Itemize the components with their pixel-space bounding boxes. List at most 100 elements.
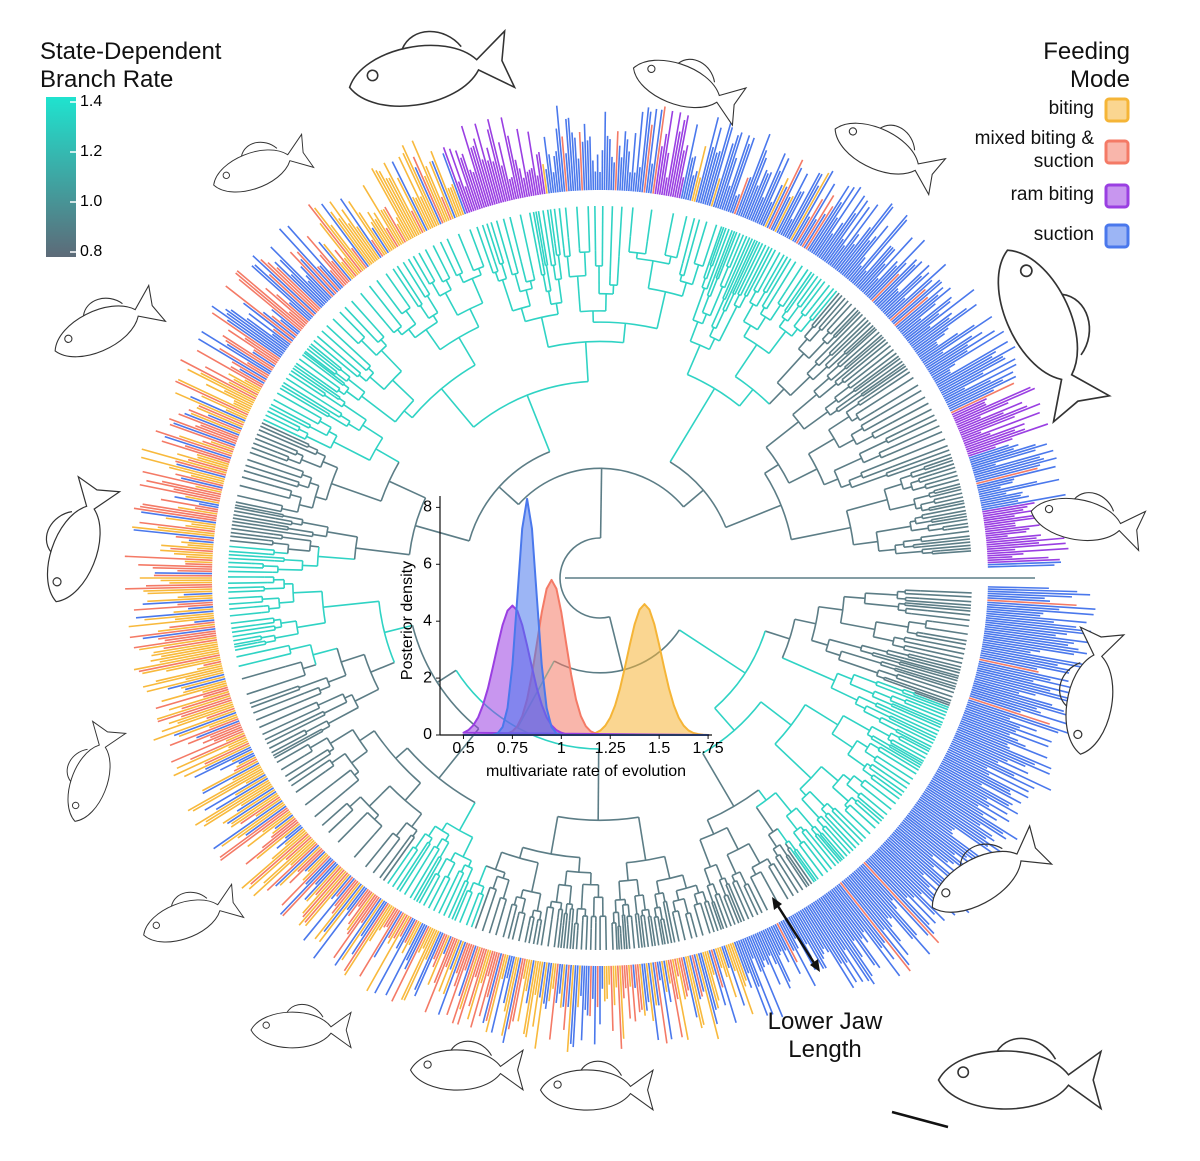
- tree-branch: [903, 640, 922, 646]
- trait-bar: [169, 621, 215, 629]
- tree-branch: [899, 474, 912, 480]
- trait-bar: [248, 834, 311, 890]
- tree-branch: [834, 333, 840, 338]
- trait-bar: [525, 959, 533, 992]
- tree-branch: [545, 265, 552, 291]
- tree-arc: [408, 497, 427, 555]
- tree-branch: [301, 419, 311, 426]
- fish-fin: [959, 843, 1003, 866]
- tree-branch: [626, 916, 629, 925]
- tree-branch: [859, 440, 888, 455]
- trait-bar: [661, 960, 668, 993]
- tree-branch: [658, 927, 664, 945]
- trait-bar: [276, 826, 303, 850]
- tree-arc: [551, 900, 562, 904]
- trait-bar: [398, 156, 434, 229]
- tree-branch: [291, 685, 299, 690]
- tree-branch: [850, 427, 864, 436]
- trait-bar: [133, 652, 220, 671]
- trait-bar: [752, 197, 765, 222]
- tree-branch: [926, 619, 933, 623]
- trait-bar: [548, 963, 555, 1002]
- tree-branch: [642, 894, 646, 911]
- tree-branch: [501, 279, 514, 312]
- tree-branch: [528, 926, 534, 944]
- tree-branch: [909, 520, 916, 523]
- trait-bar: [965, 707, 1021, 729]
- tree-branch: [536, 925, 542, 945]
- tree-branch: [905, 589, 921, 592]
- trait-bar: [877, 287, 899, 309]
- tree-branch: [854, 341, 889, 370]
- trait-bar: [589, 136, 592, 191]
- trait-bar: [578, 131, 584, 191]
- tree-branch: [738, 389, 754, 407]
- trait-bar: [762, 929, 791, 989]
- trait-bar: [967, 438, 1013, 455]
- trait-bar: [987, 547, 1069, 555]
- tree-branch: [886, 652, 905, 660]
- tree-branch: [803, 411, 829, 430]
- tree-branch: [829, 409, 838, 416]
- legend-title: Feeding Mode: [1043, 38, 1130, 93]
- tree-branch: [702, 752, 735, 807]
- tree-branch: [564, 871, 568, 886]
- trait-bar: [818, 222, 844, 259]
- trait-bar: [343, 902, 390, 972]
- tree-branch: [643, 915, 646, 921]
- trait-bar: [147, 597, 213, 603]
- trait-bar: [671, 958, 689, 1040]
- tree-branch: [713, 230, 733, 279]
- tree-branch: [768, 388, 785, 405]
- tree-branch: [567, 237, 571, 257]
- trait-bar: [962, 715, 1010, 736]
- trait-bar: [152, 566, 213, 570]
- trait-bar: [334, 897, 382, 966]
- tree-branch: [469, 229, 483, 261]
- tree-branch: [898, 738, 910, 746]
- trait-bar: [583, 123, 588, 191]
- tree-branch: [729, 888, 745, 922]
- trait-bar: [501, 954, 509, 980]
- trait-bar: [844, 877, 909, 956]
- tree-branch: [392, 379, 415, 401]
- tree-branch: [232, 520, 282, 530]
- tree-branch: [904, 701, 918, 709]
- trait-bar: [752, 934, 765, 961]
- trait-bar: [605, 135, 609, 191]
- tree-branch: [877, 680, 904, 692]
- tree-arc: [906, 621, 910, 633]
- trait-bar: [238, 278, 302, 332]
- tree-branch: [784, 269, 809, 303]
- tree-branch: [283, 471, 302, 479]
- tree-branch: [731, 237, 751, 279]
- trait-bar: [665, 960, 671, 984]
- trait-bar: [797, 910, 825, 955]
- tree-arc: [279, 619, 283, 628]
- trait-bar: [555, 105, 566, 192]
- trait-bar: [177, 594, 213, 599]
- tree-branch: [785, 855, 794, 866]
- trait-bar: [526, 171, 533, 197]
- trait-bar: [329, 269, 345, 287]
- tree-branch: [824, 836, 845, 860]
- tree-branch: [331, 482, 382, 502]
- trait-bar: [929, 781, 984, 816]
- tree-branch: [312, 533, 327, 538]
- trait-bar: [442, 940, 465, 995]
- trait-bar: [153, 709, 236, 741]
- trait-bar: [981, 645, 1093, 667]
- trait-bar: [271, 315, 298, 337]
- tree-arc: [923, 466, 926, 470]
- trait-bar: [914, 327, 949, 353]
- tree-branch: [928, 505, 938, 509]
- tree-branch: [733, 294, 740, 306]
- trait-bar: [219, 766, 262, 791]
- tree-branch: [895, 550, 923, 555]
- trait-bar: [132, 526, 215, 537]
- tree-branch: [471, 278, 484, 304]
- tree-branch: [288, 373, 321, 395]
- trait-bar: [173, 711, 237, 737]
- tree-branch: [647, 909, 651, 917]
- tree-branch: [267, 410, 293, 425]
